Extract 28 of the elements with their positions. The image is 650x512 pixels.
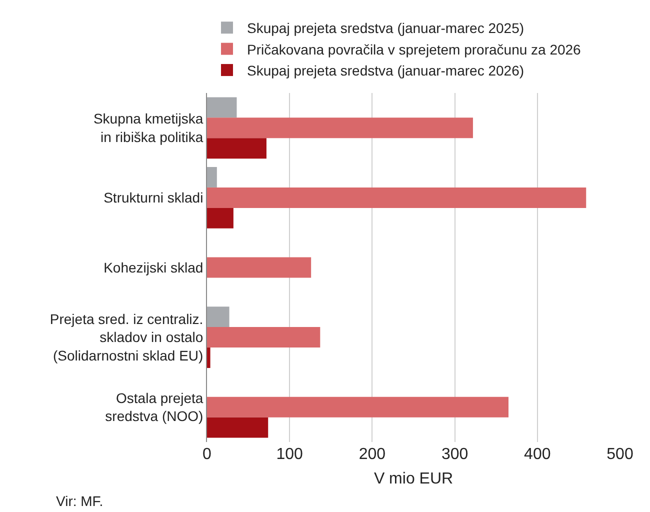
bar	[207, 187, 586, 208]
bar	[207, 208, 234, 228]
bar	[207, 257, 312, 278]
bar	[207, 396, 508, 418]
y-tick-label: Prejeta sred. iz centraliz. skladov in ostalo (Solidarnostni sklad EU)	[50, 311, 204, 364]
y-tick-label: Strukturni skladi	[104, 190, 204, 206]
x-tick-label: 500	[606, 446, 634, 463]
bar	[207, 138, 266, 159]
text: Vir: MF.	[56, 493, 104, 509]
x-tick-label: 400	[524, 446, 551, 463]
x-tick-label: 100	[276, 446, 304, 463]
y-tick-label: Kohezijski sklad	[104, 259, 204, 276]
bar	[207, 118, 473, 138]
legend-label: Skupaj prejeta sredstva (januar-marec 2026)	[247, 62, 524, 78]
x-tick-label: 200	[358, 446, 386, 463]
x-tick-label: 300	[441, 446, 468, 463]
bar	[207, 348, 210, 368]
bar	[207, 327, 320, 348]
bar	[207, 306, 230, 328]
x-tick-label: 0	[202, 446, 212, 463]
x-axis-title: V mio EUR	[374, 470, 454, 488]
legend-label: Pričakovana povračila v sprejetem proračunu za 2026	[247, 41, 582, 58]
y-tick-label: Ostala prejeta sredstva (NOO)	[105, 390, 204, 424]
y-tick-label: Skupna kmetijska in ribiška politika	[93, 110, 204, 145]
bar	[207, 166, 217, 188]
bar	[207, 97, 237, 118]
bar	[207, 417, 268, 438]
legend-label: Skupaj prejeta sredstva (januar-marec 2025)	[247, 20, 524, 36]
